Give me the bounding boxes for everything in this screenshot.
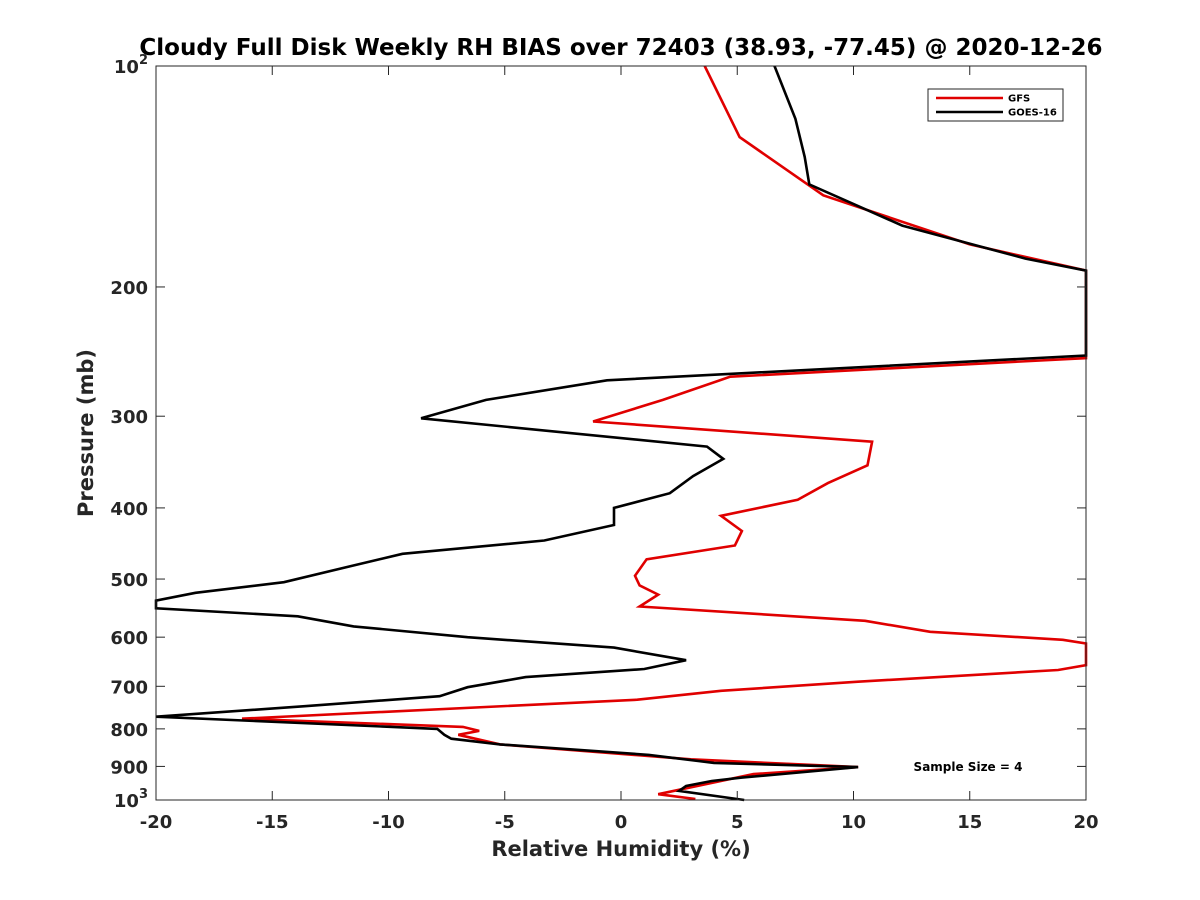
x-tick-label: -20 bbox=[140, 812, 173, 833]
y-tick-base: 900 bbox=[110, 757, 148, 778]
y-tick-base: 600 bbox=[110, 628, 148, 649]
series-line-gfs bbox=[241, 65, 1088, 801]
y-tick-label: 900 bbox=[110, 757, 148, 778]
chart-title: Cloudy Full Disk Weekly RH BIAS over 724… bbox=[139, 35, 1102, 61]
y-axis-label: Pressure (mb) bbox=[74, 349, 98, 517]
x-tick-label: -5 bbox=[495, 812, 515, 833]
legend: GFS GOES-16 bbox=[927, 88, 1064, 122]
x-tick-label: 5 bbox=[731, 812, 744, 833]
x-axis: -20 -15 -10 -5 0 5 10 15 20 bbox=[140, 66, 1099, 833]
y-tick-exponent: 3 bbox=[139, 787, 148, 802]
x-axis-label: Relative Humidity (%) bbox=[491, 837, 750, 861]
sample-size-annotation: Sample Size = 4 bbox=[914, 760, 1023, 774]
plot-area: -20 -15 -10 -5 0 5 10 15 20 10220030040050060070… bbox=[110, 53, 1098, 833]
y-tick-base: 400 bbox=[110, 499, 148, 520]
x-tick-label: -15 bbox=[256, 812, 289, 833]
y-tick-label: 800 bbox=[110, 720, 148, 741]
x-tick-label: 10 bbox=[841, 812, 866, 833]
y-tick-label: 400 bbox=[110, 499, 148, 520]
y-tick-base: 300 bbox=[110, 407, 148, 428]
y-tick-base: 700 bbox=[110, 677, 148, 698]
y-tick-exponent: 2 bbox=[139, 53, 148, 68]
y-tick-base: 10 bbox=[114, 791, 139, 812]
x-tick-label: -10 bbox=[372, 812, 405, 833]
y-tick-label: 102 bbox=[114, 53, 148, 78]
y-tick-label: 103 bbox=[114, 787, 148, 812]
y-tick-label: 500 bbox=[110, 570, 148, 591]
legend-label: GFS bbox=[1008, 94, 1030, 105]
y-tick-base: 500 bbox=[110, 570, 148, 591]
y-tick-label: 300 bbox=[110, 407, 148, 428]
y-tick-base: 10 bbox=[114, 57, 139, 78]
legend-box bbox=[927, 88, 1064, 122]
y-tick-label: 700 bbox=[110, 677, 148, 698]
y-tick-label: 200 bbox=[110, 278, 148, 299]
y-tick-label: 600 bbox=[110, 628, 148, 649]
y-tick-base: 800 bbox=[110, 720, 148, 741]
x-tick-label: 20 bbox=[1073, 812, 1098, 833]
y-tick-base: 200 bbox=[110, 278, 148, 299]
x-tick-label: 15 bbox=[957, 812, 982, 833]
x-tick-label: 0 bbox=[615, 812, 628, 833]
legend-label: GOES-16 bbox=[1008, 108, 1057, 119]
